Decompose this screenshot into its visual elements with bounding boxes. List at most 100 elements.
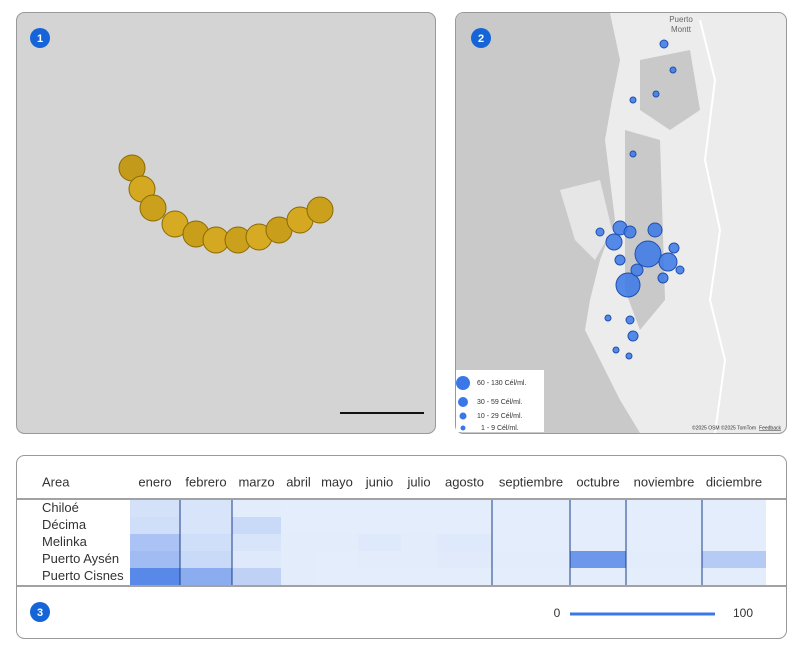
row-label: Melinka: [42, 534, 88, 549]
heatmap-cell: [316, 534, 358, 551]
column-label: diciembre: [706, 474, 762, 489]
heatmap-cell: [130, 500, 180, 517]
heatmap-cell: [232, 517, 281, 534]
heatmap-cell: [702, 568, 766, 585]
heatmap-cell: [316, 517, 358, 534]
legend-label: 30 - 59 Cél/ml.: [477, 399, 523, 406]
scale-max-label: 100: [733, 606, 753, 620]
heatmap-cell: [437, 517, 492, 534]
column-label: agosto: [445, 474, 484, 489]
heatmap-cell: [492, 534, 570, 551]
heatmap-cell: [232, 551, 281, 568]
heatmap-cell: [570, 534, 626, 551]
heatmap-cell: [180, 568, 232, 585]
heatmap-cell: [570, 517, 626, 534]
heatmap-cell: [570, 551, 626, 568]
heatmap-cell: [358, 500, 401, 517]
scale-min-label: 0: [554, 606, 561, 620]
heatmap-cell: [281, 534, 316, 551]
image-panel: [16, 12, 436, 434]
column-label: noviembre: [634, 474, 695, 489]
column-label: octubre: [576, 474, 619, 489]
legend-label: 10 - 29 Cél/ml.: [477, 413, 523, 420]
heatmap-cell: [492, 500, 570, 517]
row-label: Puerto Aysén: [42, 551, 119, 566]
heatmap-cell: [316, 551, 358, 568]
heatmap-cell: [281, 500, 316, 517]
heatmap-cell: [180, 517, 232, 534]
map: [456, 13, 786, 433]
heatmap-cell: [358, 551, 401, 568]
panel-badge: [30, 28, 50, 48]
panel-badge-number: 2: [478, 33, 484, 45]
heatmap-cell: [626, 500, 702, 517]
column-label: julio: [406, 474, 430, 489]
heatmap-cell: [316, 500, 358, 517]
heatmap-cell: [358, 568, 401, 585]
row-header: Area: [42, 474, 70, 489]
heatmap-cell: [281, 551, 316, 568]
heatmap-cell: [570, 500, 626, 517]
heatmap-cell: [180, 551, 232, 568]
heatmap-cell: [316, 568, 358, 585]
heatmap-cell: [180, 500, 232, 517]
map-bubbles: [595, 39, 685, 360]
heatmap-cell: [130, 551, 180, 568]
heatmap-cell: [281, 517, 316, 534]
column-label: mayo: [321, 474, 353, 489]
heatmap-cell: [626, 534, 702, 551]
map-city-label: Puerto: [669, 15, 693, 24]
heatmap-cell: [180, 534, 232, 551]
heatmap-cell: [130, 534, 180, 551]
heatmap-cell: [232, 568, 281, 585]
heatmap-cell: [401, 500, 437, 517]
heatmap-cell: [570, 568, 626, 585]
heatmap-cell: [437, 551, 492, 568]
legend-label: 60 - 130 Cél/ml.: [477, 380, 526, 387]
panel-badge-number: 1: [37, 33, 43, 45]
heatmap-cell: [702, 551, 766, 568]
column-label: enero: [138, 474, 171, 489]
row-label: Puerto Cisnes: [42, 568, 124, 583]
heatmap-cell: [492, 517, 570, 534]
heatmap-cell: [626, 568, 702, 585]
heatmap-cell: [437, 500, 492, 517]
heatmap-cell: [626, 551, 702, 568]
map-attribution: ©2025 OSM ©2025 TomTom: [692, 424, 756, 431]
column-label: septiembre: [499, 474, 563, 489]
heatmap-cell: [702, 500, 766, 517]
heatmap-cell: [437, 568, 492, 585]
heatmap-cell: [358, 534, 401, 551]
map-city-label: Montt: [671, 25, 692, 34]
column-label: junio: [365, 474, 393, 489]
panel-badge: [471, 28, 491, 48]
heatmap-cell: [232, 534, 281, 551]
heatmap-cell: [492, 551, 570, 568]
heatmap-cell: [492, 568, 570, 585]
heatmap-cell: [281, 568, 316, 585]
heatmap-cell: [401, 551, 437, 568]
heatmap-cell: [437, 534, 492, 551]
panel-badge-number: 3: [37, 607, 43, 619]
heatmap-cell: [401, 568, 437, 585]
column-label: abril: [286, 474, 311, 489]
column-label: febrero: [185, 474, 226, 489]
panel-badge: [30, 602, 50, 622]
legend-label: 1 - 9 Cél/ml.: [481, 425, 519, 432]
heatmap-cell: [130, 568, 180, 585]
row-label: Chiloé: [42, 500, 79, 515]
heatmap-cell: [358, 517, 401, 534]
row-label: Décima: [42, 517, 87, 532]
heatmap-cell: [626, 517, 702, 534]
heatmap-cell: [130, 517, 180, 534]
heatmap-cell: [702, 517, 766, 534]
microscope-chain: [118, 154, 334, 254]
heatmap-cell: [401, 534, 437, 551]
heatmap-cell: [401, 517, 437, 534]
map-feedback[interactable]: Feedback: [759, 425, 781, 431]
map-panel: [455, 12, 787, 434]
heatmap-cell: [702, 534, 766, 551]
heatmap-cell: [232, 500, 281, 517]
map-legend: 60 - 130 Cél/ml. 30 - 59 Cél/ml. 10 - 29…: [456, 370, 544, 432]
